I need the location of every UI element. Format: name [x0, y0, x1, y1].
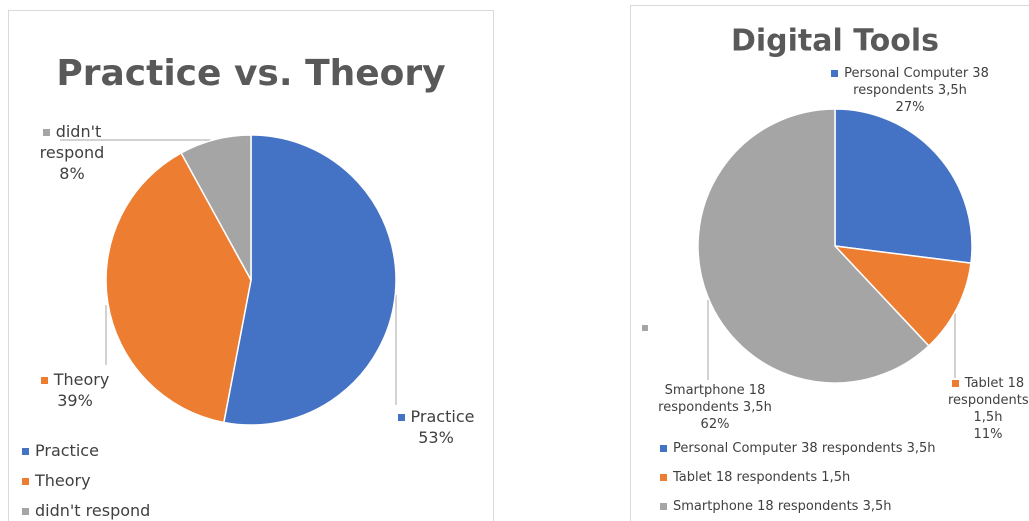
- label-category: Tablet 18 respondents 1,5h: [948, 376, 1029, 425]
- data-label: Smartphone 18 respondents 3,5h 62%: [653, 383, 778, 434]
- pie-slice: [833, 244, 972, 347]
- data-label: Practice 53%: [381, 407, 491, 449]
- legend-text: didn't respond: [35, 501, 151, 520]
- label-value: 8%: [59, 163, 85, 183]
- pie-slice: [697, 108, 930, 384]
- legend-text: Smartphone 18 respondents 3,5h: [673, 499, 892, 514]
- label-category: Practice: [410, 407, 475, 426]
- legend-entry: Smartphone 18 respondents 3,5h: [660, 499, 892, 514]
- data-label: Tablet 18 respondents 1,5h 11%: [948, 376, 1029, 444]
- legend-text: Tablet 18 respondents 1,5h: [673, 470, 851, 485]
- legend-entry: didn't respond: [22, 501, 150, 520]
- label-category: didn't respond: [39, 122, 105, 162]
- pie-slice: [180, 134, 252, 281]
- label-key: [397, 414, 405, 421]
- label-key: [831, 70, 839, 77]
- label-key: [40, 377, 48, 384]
- label-value: 62%: [700, 416, 730, 432]
- legend-text: Theory: [35, 471, 91, 490]
- label-key: [42, 129, 50, 136]
- chart-frame: [8, 10, 494, 521]
- legend-key: [660, 445, 667, 452]
- legend-key: [660, 474, 667, 481]
- chart-title: Practice vs. Theory: [56, 53, 445, 94]
- chart-frame: [630, 5, 1029, 521]
- legend-entry: Personal Computer 38 respondents 3,5h: [660, 441, 936, 456]
- data-label: didn't respond 8%: [17, 122, 127, 184]
- label-value: 11%: [973, 426, 1003, 442]
- data-label: Personal Computer 38 respondents 3,5h 27%: [830, 66, 990, 117]
- pie-slice: [834, 108, 973, 265]
- legend-key: [642, 325, 648, 331]
- label-category: Personal Computer 38 respondents 3,5h: [844, 66, 989, 98]
- legend-key: [22, 508, 29, 515]
- pie-slice: [222, 134, 397, 426]
- legend-entry: Tablet 18 respondents 1,5h: [660, 470, 850, 485]
- data-label: Theory 39%: [20, 370, 130, 412]
- label-key: [951, 380, 959, 387]
- label-category: Theory: [53, 370, 110, 389]
- pie-slice: [105, 151, 252, 424]
- label-value: 53%: [418, 427, 454, 447]
- label-category: Smartphone 18 respondents 3,5h: [658, 383, 772, 415]
- legend-key: [660, 503, 667, 510]
- legend-text: Practice: [35, 441, 99, 460]
- legend-key: [22, 448, 29, 455]
- legend-key: [22, 478, 29, 485]
- legend-text: Personal Computer 38 respondents 3,5h: [673, 441, 936, 456]
- label-value: 39%: [57, 390, 93, 410]
- chart-title: Digital Tools: [731, 24, 939, 59]
- legend-entry: Practice: [22, 441, 99, 460]
- legend-entry: Theory: [22, 471, 91, 490]
- label-value: 27%: [895, 99, 925, 115]
